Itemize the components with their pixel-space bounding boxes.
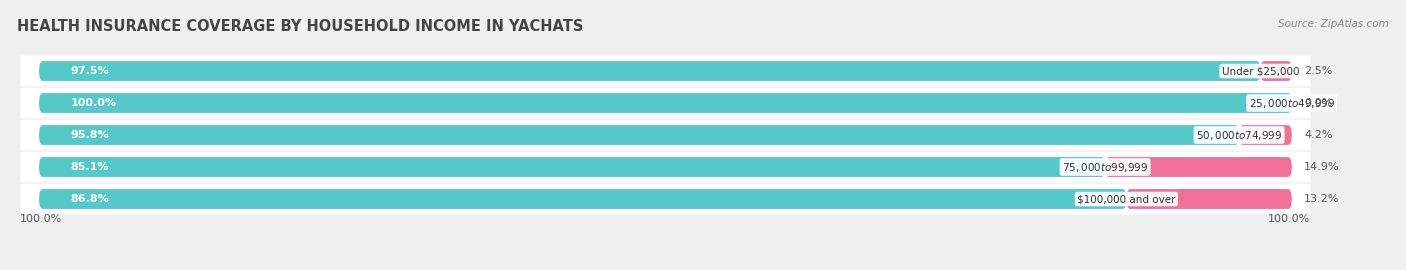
Text: 0.0%: 0.0% bbox=[1305, 98, 1333, 108]
Text: 4.2%: 4.2% bbox=[1305, 130, 1333, 140]
FancyBboxPatch shape bbox=[20, 184, 1310, 214]
Text: $100,000 and over: $100,000 and over bbox=[1077, 194, 1175, 204]
FancyBboxPatch shape bbox=[39, 93, 1292, 113]
Text: 100.0%: 100.0% bbox=[70, 98, 117, 108]
Text: 97.5%: 97.5% bbox=[70, 66, 110, 76]
Text: 14.9%: 14.9% bbox=[1305, 162, 1340, 172]
Text: $25,000 to $49,999: $25,000 to $49,999 bbox=[1249, 96, 1334, 110]
FancyBboxPatch shape bbox=[39, 189, 1126, 209]
FancyBboxPatch shape bbox=[1260, 61, 1292, 81]
Text: 2.5%: 2.5% bbox=[1305, 66, 1333, 76]
FancyBboxPatch shape bbox=[20, 56, 1310, 86]
Text: HEALTH INSURANCE COVERAGE BY HOUSEHOLD INCOME IN YACHATS: HEALTH INSURANCE COVERAGE BY HOUSEHOLD I… bbox=[17, 19, 583, 34]
FancyBboxPatch shape bbox=[39, 157, 1105, 177]
Text: Source: ZipAtlas.com: Source: ZipAtlas.com bbox=[1278, 19, 1389, 29]
FancyBboxPatch shape bbox=[39, 61, 1260, 81]
Text: 86.8%: 86.8% bbox=[70, 194, 110, 204]
Text: 13.2%: 13.2% bbox=[1305, 194, 1340, 204]
Text: $50,000 to $74,999: $50,000 to $74,999 bbox=[1197, 129, 1282, 141]
FancyBboxPatch shape bbox=[20, 120, 1310, 150]
Text: 85.1%: 85.1% bbox=[70, 162, 108, 172]
FancyBboxPatch shape bbox=[1126, 189, 1292, 209]
Text: 100.0%: 100.0% bbox=[20, 214, 63, 224]
FancyBboxPatch shape bbox=[1239, 125, 1292, 145]
FancyBboxPatch shape bbox=[20, 88, 1310, 118]
FancyBboxPatch shape bbox=[39, 125, 1239, 145]
FancyBboxPatch shape bbox=[1105, 157, 1292, 177]
Text: Under $25,000: Under $25,000 bbox=[1222, 66, 1299, 76]
Text: 100.0%: 100.0% bbox=[1268, 214, 1310, 224]
FancyBboxPatch shape bbox=[20, 152, 1310, 182]
Text: $75,000 to $99,999: $75,000 to $99,999 bbox=[1062, 160, 1149, 174]
Text: 95.8%: 95.8% bbox=[70, 130, 110, 140]
